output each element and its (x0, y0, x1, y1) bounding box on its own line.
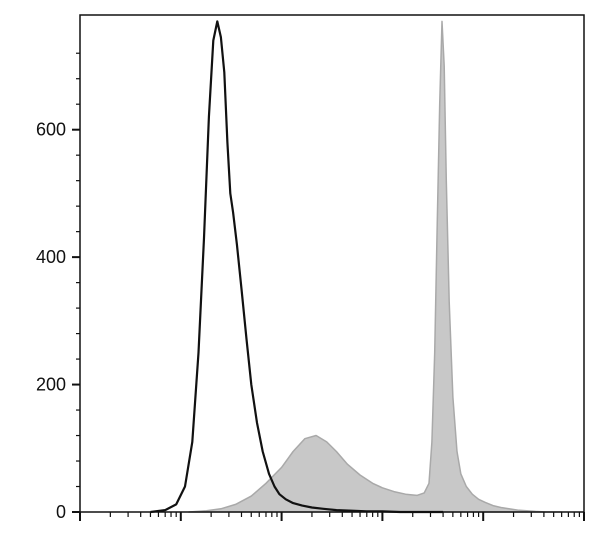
axes (72, 14, 585, 521)
y-axis-tick-labels: 0 200 400 600 (36, 120, 66, 522)
histogram-filled-series-0 (188, 20, 563, 513)
histogram-line-series-1 (150, 20, 444, 514)
y-tick-label-2: 400 (36, 247, 66, 267)
y-tick-label-1: 200 (36, 375, 66, 395)
plot-area (150, 20, 563, 514)
y-tick-label-3: 600 (36, 120, 66, 140)
plot-frame (79, 14, 585, 513)
y-tick-label-0: 0 (56, 502, 66, 522)
